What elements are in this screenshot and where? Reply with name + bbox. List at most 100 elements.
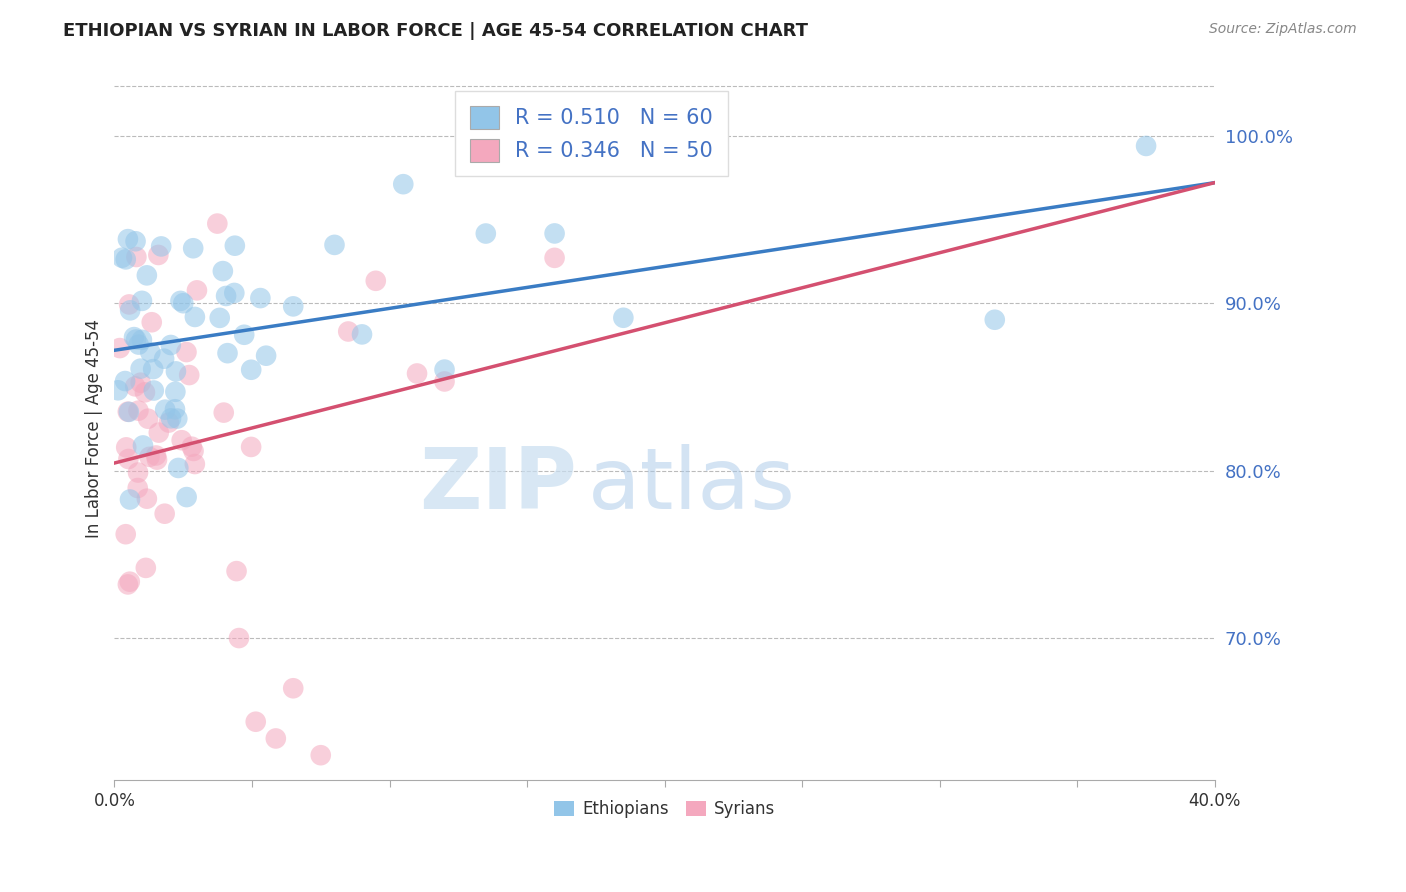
Text: ETHIOPIAN VS SYRIAN IN LABOR FORCE | AGE 45-54 CORRELATION CHART: ETHIOPIAN VS SYRIAN IN LABOR FORCE | AGE… bbox=[63, 22, 808, 40]
Point bbox=[225, 564, 247, 578]
Y-axis label: In Labor Force | Age 45-54: In Labor Force | Age 45-54 bbox=[86, 319, 103, 539]
Point bbox=[127, 481, 149, 495]
Point bbox=[264, 731, 287, 746]
Point bbox=[392, 177, 415, 191]
Point bbox=[165, 364, 187, 378]
Point bbox=[118, 405, 141, 419]
Point bbox=[139, 345, 162, 359]
Point bbox=[118, 574, 141, 589]
Point bbox=[142, 362, 165, 376]
Point bbox=[122, 330, 145, 344]
Point bbox=[148, 248, 170, 262]
Point bbox=[107, 384, 129, 398]
Point bbox=[120, 303, 142, 318]
Point bbox=[215, 289, 238, 303]
Point bbox=[224, 238, 246, 252]
Point bbox=[118, 492, 141, 507]
Point bbox=[176, 345, 198, 359]
Point bbox=[166, 411, 188, 425]
Point bbox=[543, 227, 565, 241]
Point bbox=[172, 296, 194, 310]
Point bbox=[283, 299, 305, 313]
Point bbox=[406, 367, 429, 381]
Point bbox=[283, 681, 305, 696]
Point bbox=[240, 363, 263, 377]
Point bbox=[138, 450, 160, 464]
Point bbox=[132, 438, 155, 452]
Point bbox=[612, 310, 634, 325]
Point bbox=[169, 293, 191, 308]
Point bbox=[117, 232, 139, 246]
Point bbox=[136, 411, 159, 425]
Point bbox=[134, 385, 156, 400]
Point bbox=[159, 338, 181, 352]
Point bbox=[212, 406, 235, 420]
Point bbox=[127, 403, 149, 417]
Point bbox=[146, 452, 169, 467]
Point bbox=[181, 241, 204, 255]
Point bbox=[433, 375, 456, 389]
Point bbox=[117, 405, 139, 419]
Point bbox=[184, 310, 207, 324]
Point bbox=[984, 312, 1007, 326]
Point bbox=[124, 379, 146, 393]
Point bbox=[654, 128, 676, 143]
Point bbox=[176, 490, 198, 504]
Point bbox=[186, 284, 208, 298]
Text: Source: ZipAtlas.com: Source: ZipAtlas.com bbox=[1209, 22, 1357, 37]
Point bbox=[114, 374, 136, 388]
Point bbox=[217, 346, 239, 360]
Point bbox=[249, 291, 271, 305]
Point bbox=[111, 251, 134, 265]
Legend: Ethiopians, Syrians: Ethiopians, Syrians bbox=[547, 793, 782, 825]
Point bbox=[167, 461, 190, 475]
Text: atlas: atlas bbox=[588, 443, 796, 526]
Point bbox=[150, 239, 173, 253]
Point bbox=[254, 349, 277, 363]
Point bbox=[212, 264, 235, 278]
Point bbox=[145, 449, 167, 463]
Point bbox=[115, 441, 138, 455]
Point bbox=[224, 285, 246, 300]
Point bbox=[228, 631, 250, 645]
Point bbox=[323, 238, 346, 252]
Point bbox=[131, 293, 153, 308]
Point bbox=[114, 527, 136, 541]
Point bbox=[184, 457, 207, 471]
Point bbox=[183, 444, 205, 458]
Point bbox=[433, 362, 456, 376]
Point bbox=[475, 227, 498, 241]
Point bbox=[118, 297, 141, 311]
Text: ZIP: ZIP bbox=[419, 443, 576, 526]
Point bbox=[153, 351, 176, 366]
Point bbox=[180, 440, 202, 454]
Point bbox=[543, 251, 565, 265]
Point bbox=[240, 440, 263, 454]
Point bbox=[163, 402, 186, 417]
Point bbox=[233, 327, 256, 342]
Point bbox=[157, 416, 180, 430]
Point bbox=[117, 452, 139, 467]
Point bbox=[131, 333, 153, 347]
Point bbox=[153, 507, 176, 521]
Point bbox=[117, 577, 139, 591]
Point bbox=[125, 333, 148, 347]
Point bbox=[108, 341, 131, 355]
Point bbox=[135, 561, 157, 575]
Point bbox=[129, 361, 152, 376]
Point bbox=[170, 434, 193, 448]
Point bbox=[337, 325, 360, 339]
Point bbox=[1135, 139, 1157, 153]
Point bbox=[141, 315, 163, 329]
Point bbox=[127, 466, 149, 480]
Point bbox=[350, 327, 373, 342]
Point bbox=[135, 268, 157, 283]
Point bbox=[165, 384, 187, 399]
Point bbox=[364, 274, 387, 288]
Point bbox=[208, 310, 231, 325]
Point bbox=[125, 250, 148, 264]
Point bbox=[142, 384, 165, 398]
Point bbox=[124, 234, 146, 248]
Point bbox=[207, 217, 229, 231]
Point bbox=[128, 337, 150, 351]
